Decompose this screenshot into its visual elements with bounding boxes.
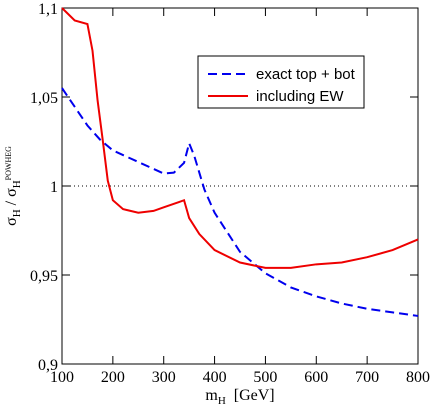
x-label-sub: H (218, 395, 226, 407)
y-tick-label: 1,1 (38, 1, 58, 18)
x-tick-label: 600 (304, 369, 328, 386)
x-tick-label: 100 (50, 369, 74, 386)
y-tick-label: 0,9 (38, 357, 58, 374)
x-label-part: [GeV] (234, 387, 275, 404)
y-tick-label: 1 (50, 179, 58, 196)
x-axis-label: mH [GeV] (205, 387, 274, 407)
series-line (61, 87, 419, 317)
legend-label: including EW (256, 88, 344, 105)
legend-box (197, 55, 365, 109)
x-tick-label: 800 (406, 369, 430, 386)
x-tick-label: 300 (152, 369, 176, 386)
series-line (61, 7, 419, 269)
y-axis-label: σH / σHPOWHEG (3, 146, 23, 226)
y-tick-label: 0,95 (30, 268, 58, 285)
y-label-sup: POWHEG (4, 146, 13, 180)
x-tick-label: 500 (253, 369, 277, 386)
x-label-part: m (205, 387, 218, 404)
x-tick-label: 400 (203, 369, 227, 386)
y-label-part: / σ (3, 188, 20, 209)
x-tick-label: 700 (355, 369, 379, 386)
legend-label: exact top + bot (256, 66, 356, 83)
y-label-sub: H (11, 180, 23, 188)
x-tick-label: 200 (101, 369, 125, 386)
y-label-part: σ (3, 217, 20, 226)
y-tick-label: 1,05 (30, 90, 58, 107)
y-label-sub: H (11, 209, 23, 217)
